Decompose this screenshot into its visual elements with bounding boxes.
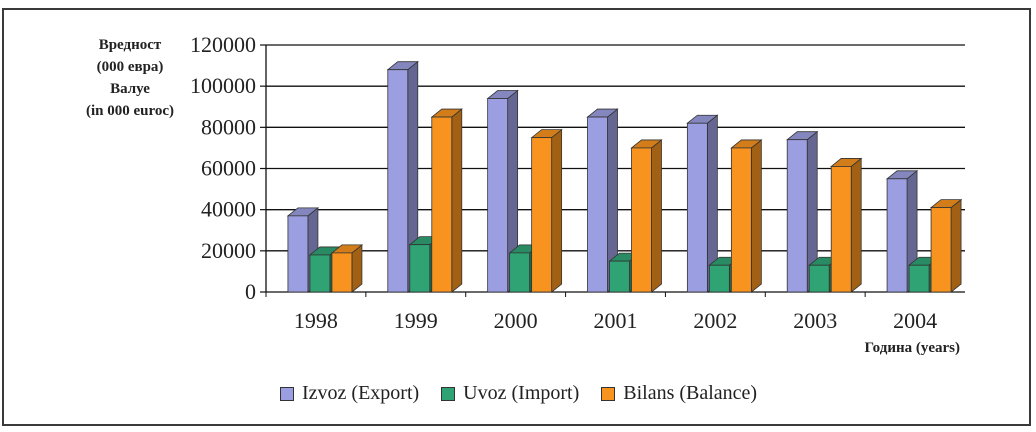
x-tick-label: 2002 — [693, 308, 737, 333]
legend-label-export: Izvoz (Export) — [302, 382, 420, 404]
bar-side-bilans-2003 — [850, 157, 862, 293]
y-axis-label-line-2: (000 евра) — [96, 59, 164, 75]
legend-item-balance: Bilans (Balance) — [601, 382, 757, 405]
y-tick-label: 0 — [245, 279, 256, 304]
bar-izvoz-2003 — [786, 139, 808, 293]
legend-item-export: Izvoz (Export) — [280, 382, 419, 405]
bar-bilans-2004 — [930, 207, 952, 293]
legend-swatch-balance — [601, 386, 616, 401]
bar-bilans-2002 — [730, 147, 752, 293]
bar-izvoz-1998 — [287, 215, 309, 293]
legend-swatch-export — [280, 386, 294, 401]
legend-swatch-import — [441, 386, 456, 401]
bar-uvoz-2000 — [509, 252, 531, 293]
y-tick-label: 20000 — [201, 238, 256, 263]
legend-label-import: Uvoz (Import) — [463, 382, 580, 404]
bar-uvoz-2004 — [908, 264, 930, 293]
bar-uvoz-2003 — [808, 264, 830, 293]
bar-side-bilans-2001 — [651, 139, 662, 293]
bar-uvoz-1999 — [409, 244, 431, 293]
bar-izvoz-1999 — [387, 69, 409, 293]
bar-bilans-2003 — [830, 166, 852, 293]
x-tick-label: 2004 — [893, 308, 937, 333]
y-axis-label-line-3: Валуе — [110, 81, 150, 97]
bar-side-bilans-1999 — [451, 108, 463, 293]
y-tick-label: 40000 — [201, 197, 256, 222]
bar-side-bilans-2004 — [950, 198, 962, 293]
legend-item-import: Uvoz (Import) — [441, 382, 579, 405]
x-tick-label: 2000 — [494, 308, 538, 333]
y-axis-label: Вредност (000 евра) Валуе (in 000 euroс) — [60, 34, 200, 122]
bar-side-bilans-2000 — [551, 128, 563, 293]
legend-label-balance: Bilans (Balance) — [623, 382, 758, 404]
y-tick-label: 120000 — [190, 32, 256, 57]
x-tick-label: 2003 — [793, 308, 837, 333]
bar-bilans-1998 — [331, 252, 353, 293]
bar-bilans-2001 — [631, 147, 652, 293]
bar-izvoz-2004 — [886, 178, 908, 293]
bar-uvoz-1998 — [309, 254, 331, 293]
legend: Izvoz (Export) Uvoz (Import) Bilans (Bal… — [280, 382, 779, 405]
y-axis-label-line-1: Вредност — [98, 37, 162, 53]
x-tick-label: 2001 — [594, 308, 638, 333]
x-tick-label: 1998 — [294, 308, 338, 333]
y-axis-label-line-4: (in 000 euroс) — [85, 103, 175, 119]
y-tick-label: 80000 — [201, 114, 256, 139]
bar-uvoz-2001 — [609, 260, 630, 293]
y-tick-label: 60000 — [201, 156, 256, 181]
x-axis-label: Година (years) — [864, 340, 960, 356]
bar-izvoz-2001 — [587, 116, 608, 293]
bar-bilans-2000 — [531, 137, 553, 293]
bar-izvoz-2002 — [686, 122, 708, 293]
bar-uvoz-2002 — [708, 264, 730, 293]
x-tick-label: 1999 — [394, 308, 438, 333]
bar-izvoz-2000 — [487, 98, 509, 293]
bar-side-bilans-2002 — [750, 139, 762, 293]
y-tick-label: 100000 — [190, 73, 256, 98]
bar-bilans-1999 — [431, 116, 453, 293]
